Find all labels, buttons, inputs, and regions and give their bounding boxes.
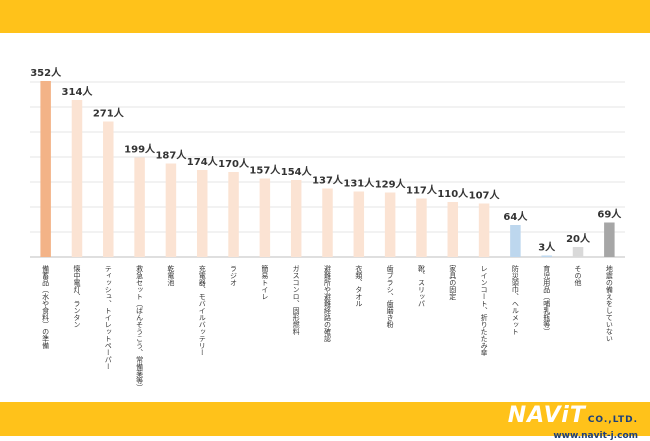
value-label: 20人 [566, 232, 591, 245]
category-label: ラジオ [230, 265, 238, 286]
category-label: 充電器、モバイルバッテリー [198, 264, 206, 356]
value-label: 174人 [187, 155, 219, 168]
value-label: 199人 [124, 143, 156, 156]
bar [353, 191, 365, 257]
category-label: ガスコンロ、固形燃料 [292, 265, 300, 336]
bar [103, 121, 114, 257]
category-label: 乾電池 [167, 264, 175, 286]
category-label: 簡易トイレ [261, 264, 269, 300]
bar [510, 225, 521, 257]
category-label: 靴、スリッパ [417, 264, 425, 307]
value-label: 64人 [503, 210, 528, 223]
bar [447, 202, 459, 257]
bar [196, 170, 208, 257]
category-label: 家具の固定 [449, 264, 457, 301]
value-label: 107人 [469, 189, 501, 202]
category-label: 懐中電灯、ランタン [73, 264, 81, 328]
value-label: 352人 [30, 66, 62, 79]
category-label: 防災頭巾、ヘルメット [511, 264, 519, 335]
bar [259, 178, 271, 257]
bar [478, 203, 490, 257]
bar [40, 81, 51, 257]
category-label: 衣類、タオル [355, 264, 363, 307]
bottom-banner [0, 402, 650, 436]
bar [71, 100, 83, 257]
value-label: 271人 [93, 107, 125, 120]
value-label: 110人 [437, 187, 469, 200]
logo-text: NAViT CO.,LTD. [508, 405, 638, 431]
value-label: 170人 [218, 157, 250, 170]
logo-suffix: CO.,LTD. [587, 415, 638, 425]
value-label: 117人 [406, 184, 438, 197]
value-label: 187人 [155, 149, 187, 162]
category-label: 育児用品（哺乳瓶等） [543, 264, 551, 335]
category-label: ティッシュ、トイレットペーパー [104, 265, 112, 370]
bar [384, 192, 396, 257]
value-label: 129人 [375, 178, 407, 191]
bar [541, 255, 552, 257]
value-label: 137人 [312, 174, 344, 187]
category-labels: 備蓄品（水や食料）の準備 懐中電灯、ランタン ティッシュ、トイレットペーパー 救急セッ… [42, 264, 614, 391]
bars [40, 81, 615, 257]
value-label: 131人 [343, 177, 375, 190]
category-label: レインコート、折りたたみ傘 [480, 265, 488, 357]
category-label: 地震の備えをしていない [605, 264, 613, 342]
category-label: 救急セット（ばんそうこう、常備薬等） [136, 264, 144, 391]
bar [290, 180, 302, 257]
bar [604, 222, 615, 257]
bar [228, 172, 239, 257]
bar [134, 157, 145, 257]
category-label: 備蓄品（水や食料）の準備 [42, 264, 50, 350]
value-label: 3人 [538, 241, 556, 254]
bar [165, 163, 177, 257]
bar [322, 188, 333, 257]
value-label: 154人 [281, 165, 313, 178]
bar [416, 198, 427, 257]
value-label: 157人 [249, 164, 281, 177]
value-label: 69人 [597, 208, 622, 221]
top-banner [0, 0, 650, 33]
category-label: 歯ブラシ、歯磨き粉 [386, 264, 394, 329]
category-label: 避難所や避難経路の確認 [324, 264, 332, 342]
logo-url: www.navit-j.com [553, 431, 638, 441]
bar [572, 247, 584, 257]
category-label: その他 [574, 265, 582, 287]
value-label: 314人 [62, 85, 94, 98]
logo-main-text: NAViT [507, 403, 586, 428]
